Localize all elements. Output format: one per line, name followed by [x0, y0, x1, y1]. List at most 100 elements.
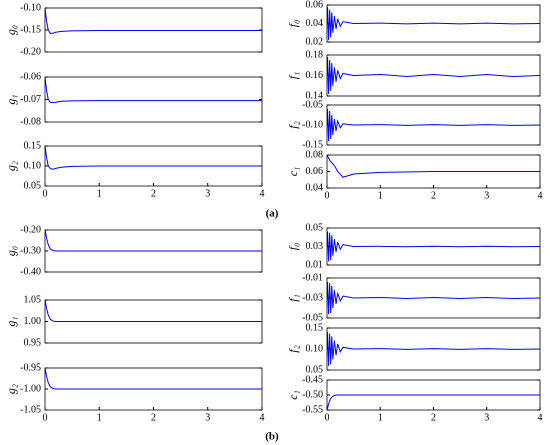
data-line — [327, 155, 540, 178]
x-tick-label: 4 — [538, 412, 543, 423]
x-tick-label: 3 — [484, 412, 489, 423]
data-line — [327, 281, 540, 315]
x-tick-label: 0 — [43, 412, 48, 423]
axes-frame — [326, 277, 541, 319]
y-tick-label: 0.04 — [306, 182, 324, 193]
y-tick-label: 0.16 — [306, 70, 324, 81]
plot-area — [327, 332, 540, 366]
axes-frame — [44, 229, 263, 273]
y-tick-label: -0.01 — [302, 272, 323, 283]
y-axis-label: f₂ — [286, 345, 300, 353]
axes-frame — [326, 104, 541, 146]
x-tick-label: 2 — [151, 412, 156, 423]
subplot: -0.01 -0.03 -0.05 f₁ — [286, 272, 541, 323]
y-tick-label: -0.15 — [302, 139, 323, 150]
y-tick-label: 0.04 — [306, 18, 324, 29]
plot-area — [45, 368, 262, 390]
y-tick-label: -0.20 — [20, 224, 41, 235]
data-line — [327, 332, 540, 366]
subplot: 0.18 0.16 0.14 f₁ — [286, 49, 541, 101]
y-tick-label: 0.05 — [306, 364, 324, 375]
y-axis-label: g₁ — [4, 316, 18, 326]
subplot: 1.05 1.00 0.95 g₁ — [4, 294, 263, 348]
plot-area — [327, 155, 540, 178]
axes-frame — [44, 367, 263, 411]
plot-area — [45, 300, 262, 322]
x-tick-label: 1 — [97, 412, 102, 423]
y-tick-label: 0.08 — [306, 149, 324, 160]
y-tick-label: -0.45 — [302, 374, 323, 385]
plot-area — [45, 230, 262, 252]
plot-area — [327, 6, 540, 41]
data-line — [45, 8, 262, 35]
y-tick-label: 0.02 — [306, 36, 324, 47]
data-line — [327, 394, 540, 410]
y-tick-label: -0.20 — [20, 46, 41, 57]
y-tick-label: -0.15 — [20, 24, 41, 35]
data-line — [45, 300, 262, 322]
data-line — [327, 231, 540, 262]
y-axis-label: f₀ — [286, 243, 300, 251]
y-tick-label: 1.00 — [24, 316, 42, 327]
data-line — [45, 230, 262, 252]
y-axis-label: f₁ — [286, 72, 300, 80]
x-tick-label: 2 — [151, 188, 156, 199]
x-tick-label: 2 — [431, 190, 436, 201]
axes-frame — [326, 379, 541, 411]
plot-area — [327, 231, 540, 262]
subplot: -0.45 -0.50 -0.550 1 2 3 4 c₁ — [286, 374, 543, 423]
plot-area — [327, 108, 540, 142]
x-tick-label: 4 — [260, 188, 265, 199]
y-axis-label: c₁ — [286, 167, 300, 177]
y-axis-label: c₁ — [286, 390, 300, 400]
y-axis-label: f₂ — [286, 121, 300, 129]
y-tick-label: -1.05 — [20, 404, 41, 415]
axes-frame — [44, 7, 263, 53]
data-line — [45, 77, 262, 104]
y-tick-label: -0.06 — [20, 71, 41, 82]
y-axis-label: g₂ — [4, 384, 18, 394]
x-tick-label: 4 — [260, 412, 265, 423]
x-tick-label: 2 — [431, 412, 436, 423]
y-tick-label: -0.10 — [302, 119, 323, 130]
y-tick-label: 0.01 — [306, 259, 324, 270]
axes-frame — [326, 227, 541, 266]
subplot: 0.06 0.04 0.02 f₀ — [286, 0, 541, 47]
y-tick-label: 0.05 — [24, 180, 42, 191]
y-tick-label: 0.14 — [306, 90, 324, 101]
y-tick-label: 0.10 — [306, 343, 324, 354]
y-tick-label: 0.03 — [306, 241, 324, 252]
axes-frame — [44, 76, 263, 123]
y-tick-label: -0.30 — [20, 245, 41, 256]
plot-area — [45, 8, 262, 35]
data-line — [45, 368, 262, 390]
y-axis-label: f₁ — [286, 294, 300, 302]
y-axis-label: g₁ — [4, 94, 18, 104]
x-tick-label: 3 — [205, 188, 210, 199]
y-tick-label: -0.05 — [302, 312, 323, 323]
axes-frame — [326, 327, 541, 371]
axes-frame — [326, 154, 541, 189]
x-tick-label: 1 — [378, 190, 383, 201]
y-axis-label: g₀ — [4, 25, 18, 35]
y-tick-label: -0.95 — [20, 362, 41, 373]
data-line — [327, 108, 540, 142]
axes-frame — [44, 299, 263, 344]
y-tick-label: 0.10 — [24, 160, 42, 171]
x-tick-label: 3 — [205, 412, 210, 423]
y-tick-label: 0.06 — [306, 0, 324, 10]
y-tick-label: -0.55 — [302, 404, 323, 415]
y-axis-label: g₂ — [4, 161, 18, 171]
subplot: -0.06 -0.07 -0.08 g₁ — [4, 71, 263, 127]
subplot: -0.10 -0.15 -0.20 g₀ — [4, 2, 263, 57]
x-tick-label: 0 — [325, 412, 330, 423]
plot-area — [45, 77, 262, 104]
y-tick-label: 1.05 — [24, 294, 42, 305]
y-tick-label: -0.40 — [20, 266, 41, 277]
y-tick-label: 0.95 — [24, 337, 42, 348]
x-tick-label: 0 — [325, 190, 330, 201]
panel-caption: (a) — [266, 208, 279, 220]
subplot: 0.15 0.10 0.050 1 2 3 4 g₂ — [4, 140, 265, 199]
subplot: -0.95 -1.00 -1.050 1 2 3 4 g₂ — [4, 362, 265, 423]
